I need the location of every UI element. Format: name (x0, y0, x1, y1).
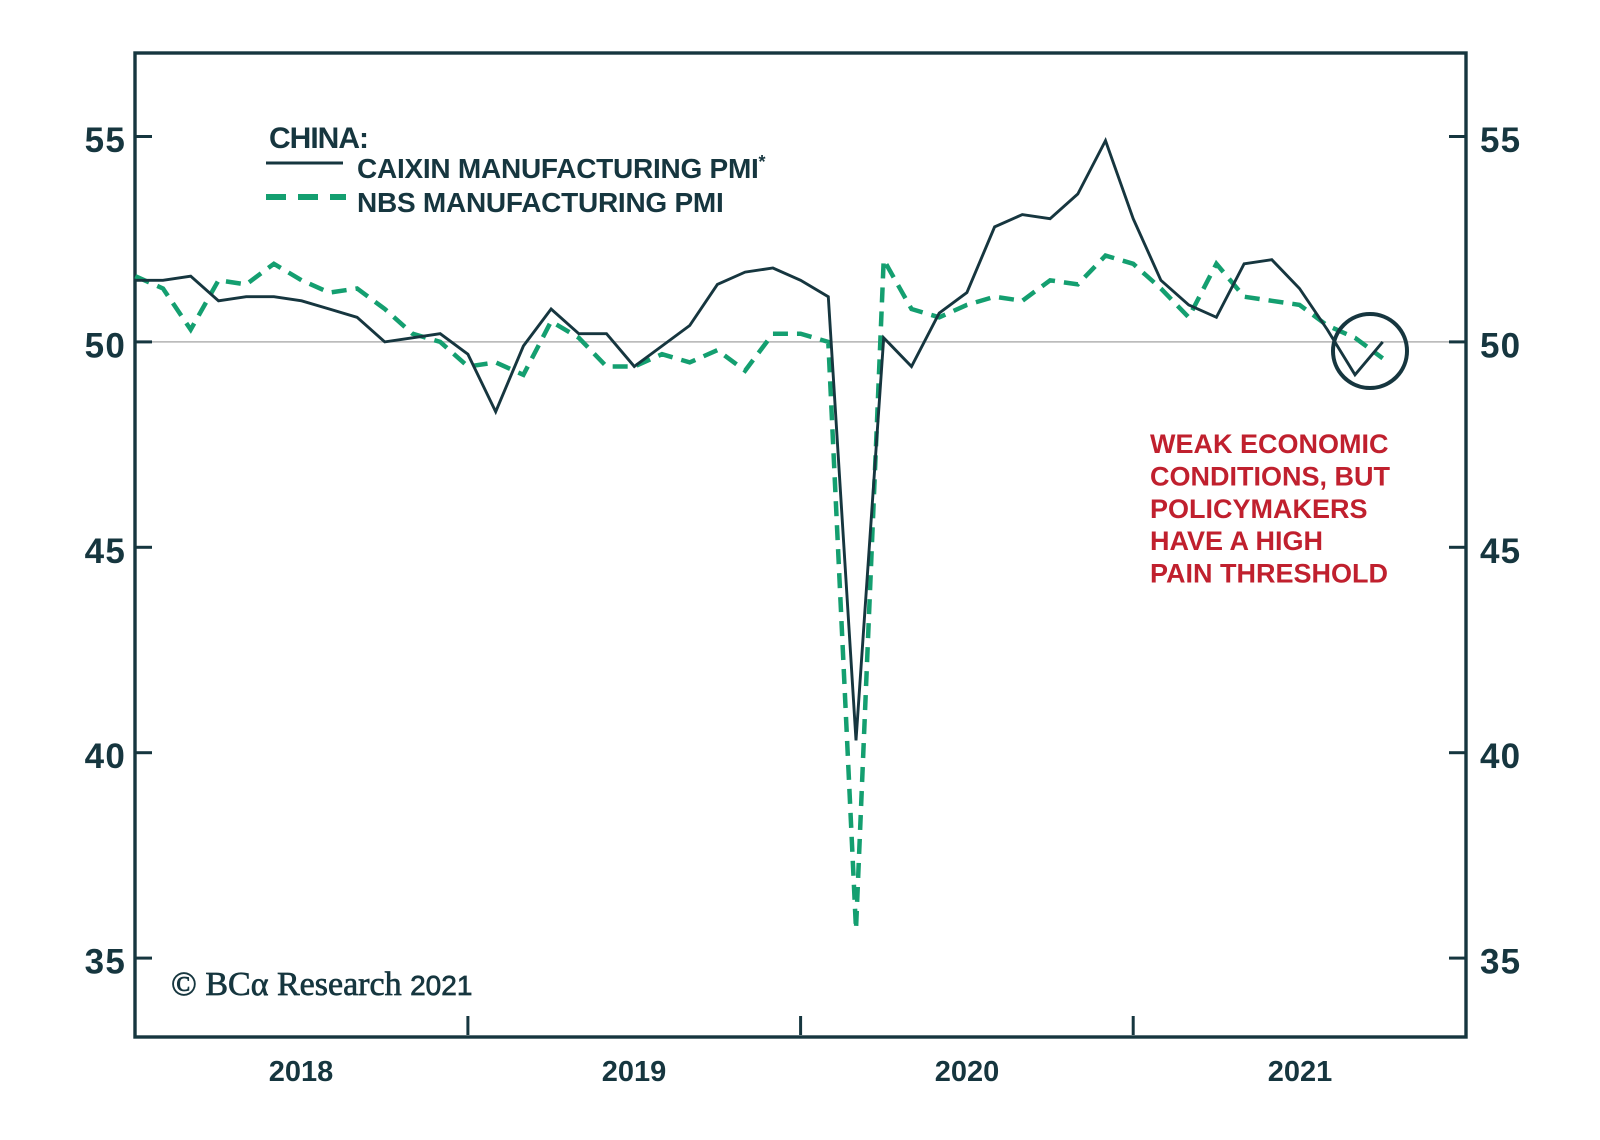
svg-text:2020: 2020 (935, 1056, 1000, 1088)
svg-text:50: 50 (85, 326, 126, 365)
svg-text:© BCα Research 2021: © BCα Research 2021 (171, 966, 472, 1003)
svg-text:40: 40 (1480, 737, 1521, 776)
svg-text:WEAK ECONOMIC: WEAK ECONOMIC (1150, 429, 1389, 459)
svg-text:HAVE A HIGH: HAVE A HIGH (1150, 526, 1323, 556)
svg-text:NBS MANUFACTURING PMI: NBS MANUFACTURING PMI (357, 187, 724, 218)
svg-text:40: 40 (85, 737, 126, 776)
svg-text:45: 45 (1480, 532, 1521, 571)
svg-text:POLICYMAKERS: POLICYMAKERS (1150, 494, 1368, 524)
svg-text:2019: 2019 (602, 1056, 667, 1088)
svg-text:45: 45 (85, 532, 126, 571)
svg-text:35: 35 (1480, 943, 1521, 982)
svg-text:55: 55 (85, 121, 126, 160)
svg-text:2018: 2018 (269, 1056, 334, 1088)
svg-text:CAIXIN MANUFACTURING PMI*: CAIXIN MANUFACTURING PMI* (357, 152, 766, 184)
svg-text:50: 50 (1480, 326, 1521, 365)
svg-text:CHINA:: CHINA: (269, 122, 368, 155)
svg-text:PAIN THRESHOLD: PAIN THRESHOLD (1150, 559, 1388, 589)
svg-text:35: 35 (85, 943, 126, 982)
svg-text:CONDITIONS, BUT: CONDITIONS, BUT (1150, 461, 1391, 491)
svg-text:55: 55 (1480, 121, 1521, 160)
svg-text:2021: 2021 (1268, 1056, 1333, 1088)
